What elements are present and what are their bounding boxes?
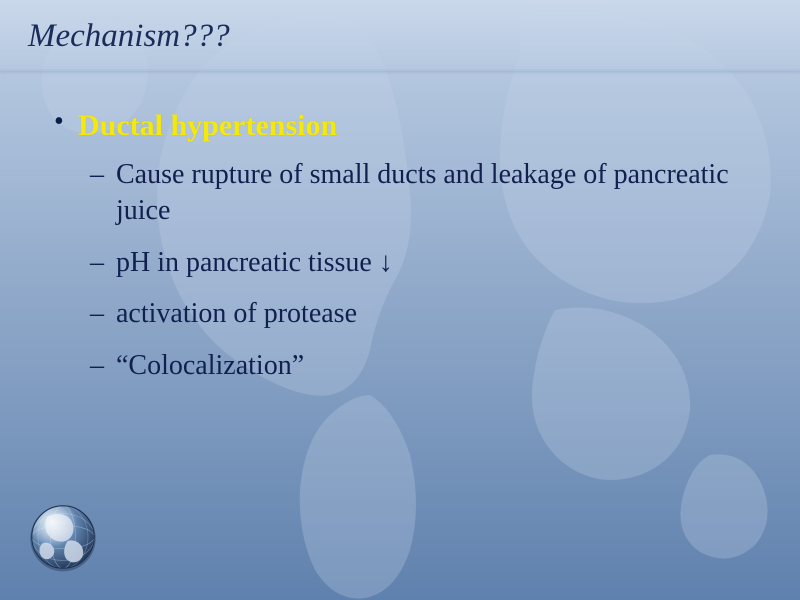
list-item: Ductal hypertension Cause rupture of sma… <box>78 109 750 384</box>
list-item: Cause rupture of small ducts and leakage… <box>116 157 750 229</box>
list-item: pH in pancreatic tissue ↓ <box>116 245 750 281</box>
list-item: “Colocalization” <box>116 348 750 384</box>
level1-text: Ductal hypertension <box>78 109 750 143</box>
bullet-list-level2: Cause rupture of small ducts and leakage… <box>116 157 750 384</box>
slide-title: Mechanism??? <box>28 18 772 55</box>
slide-content: Ductal hypertension Cause rupture of sma… <box>0 71 800 384</box>
globe-icon <box>24 498 102 576</box>
title-bar: Mechanism??? <box>0 0 800 71</box>
bullet-list-level1: Ductal hypertension Cause rupture of sma… <box>78 109 750 384</box>
list-item: activation of protease <box>116 296 750 332</box>
